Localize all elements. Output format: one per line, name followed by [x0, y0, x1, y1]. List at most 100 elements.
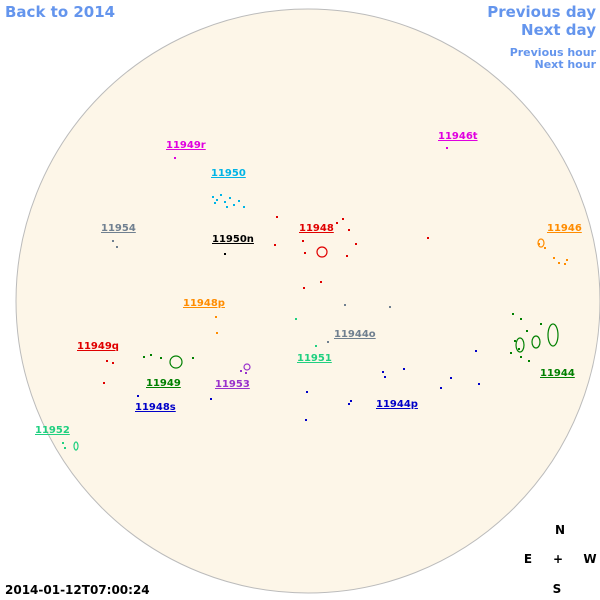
sunspot [320, 281, 322, 283]
sunspot [274, 244, 276, 246]
sunspot [64, 447, 66, 449]
sunspot [518, 348, 520, 350]
sunspot [305, 419, 307, 421]
sunspot [427, 237, 429, 239]
sunspot [389, 306, 391, 308]
region-label[interactable]: 11944 [540, 368, 575, 379]
sunspot-group [169, 355, 183, 369]
sunspot [210, 398, 212, 400]
sunspot [233, 204, 235, 206]
region-label[interactable]: 11950n [212, 234, 254, 245]
region-label[interactable]: 11954 [101, 223, 136, 234]
sunspot [512, 313, 514, 315]
sunspot [224, 201, 226, 203]
sunspot [240, 370, 242, 372]
previous-hour-link[interactable]: Previous hour [510, 46, 597, 59]
sunspot [302, 240, 304, 242]
sunspot [538, 243, 540, 245]
sunspot [510, 352, 512, 354]
sunspot [355, 243, 357, 245]
compass-east: E [524, 552, 532, 566]
sunspot [174, 157, 176, 159]
region-label[interactable]: 11944p [376, 399, 418, 410]
sunspot-group [531, 335, 541, 349]
sunspot [403, 368, 405, 370]
previous-day-link[interactable]: Previous day [487, 3, 596, 21]
region-label[interactable]: 11944o [334, 329, 376, 340]
sunspot [150, 354, 152, 356]
sunspot [160, 357, 162, 359]
sunspot [440, 387, 442, 389]
sunspot [520, 318, 522, 320]
sunspot [544, 247, 546, 249]
sunspot [276, 216, 278, 218]
sunspot [112, 240, 114, 242]
region-label[interactable]: 11949q [77, 341, 119, 352]
compass-center: + [553, 552, 563, 566]
sunspot [106, 360, 108, 362]
region-label[interactable]: 11953 [215, 379, 250, 390]
region-label[interactable]: 11946 [547, 223, 582, 234]
region-label[interactable]: 11949r [166, 140, 206, 151]
sunspot [327, 341, 329, 343]
sunspot [526, 330, 528, 332]
sunspot [540, 323, 542, 325]
sunspot [514, 340, 516, 342]
compass-west: W [583, 552, 596, 566]
sunspot [143, 356, 145, 358]
sunspot [224, 253, 226, 255]
next-day-link[interactable]: Next day [521, 21, 596, 39]
sunspot [226, 206, 228, 208]
sunspot [475, 350, 477, 352]
sunspot-group [537, 238, 545, 248]
region-label[interactable]: 11948p [183, 298, 225, 309]
sunspot [216, 332, 218, 334]
sunspot [214, 202, 216, 204]
sunspot [478, 383, 480, 385]
sunspot [212, 196, 214, 198]
next-hour-link[interactable]: Next hour [535, 58, 597, 71]
region-label[interactable]: 11952 [35, 425, 70, 436]
solar-disc [15, 8, 600, 594]
compass-south: S [553, 582, 562, 596]
sunspot [220, 194, 222, 196]
region-label[interactable]: 11950 [211, 168, 246, 179]
sunspot [303, 287, 305, 289]
compass-north: N [555, 523, 565, 537]
sunspot-group [547, 323, 559, 347]
sunspot [306, 391, 308, 393]
sunspot [342, 218, 344, 220]
sunspot [245, 372, 247, 374]
sunspot [348, 403, 350, 405]
region-label[interactable]: 11949 [146, 378, 181, 389]
sunspot [558, 262, 560, 264]
sunspot [346, 255, 348, 257]
sunspot [520, 356, 522, 358]
sunspot [137, 395, 139, 397]
sunspot [336, 222, 338, 224]
sunspot [103, 382, 105, 384]
region-label[interactable]: 11946t [438, 131, 478, 142]
sunspot [315, 345, 317, 347]
sunspot [216, 199, 218, 201]
sunspot [384, 376, 386, 378]
sunspot [566, 259, 568, 261]
sunspot [229, 197, 231, 199]
sunspot [553, 257, 555, 259]
sunspot [382, 371, 384, 373]
sunspot [192, 357, 194, 359]
region-label[interactable]: 11948 [299, 223, 334, 234]
sunspot [62, 442, 64, 444]
region-label[interactable]: 11948s [135, 402, 176, 413]
sunspot [348, 229, 350, 231]
sunspot [528, 360, 530, 362]
sunspot-group [515, 337, 525, 353]
sunspot-group [316, 246, 328, 258]
sunspot [344, 304, 346, 306]
sunspot-group [243, 363, 251, 371]
sunspot [215, 316, 217, 318]
region-label[interactable]: 11951 [297, 353, 332, 364]
back-link[interactable]: Back to 2014 [5, 3, 115, 21]
